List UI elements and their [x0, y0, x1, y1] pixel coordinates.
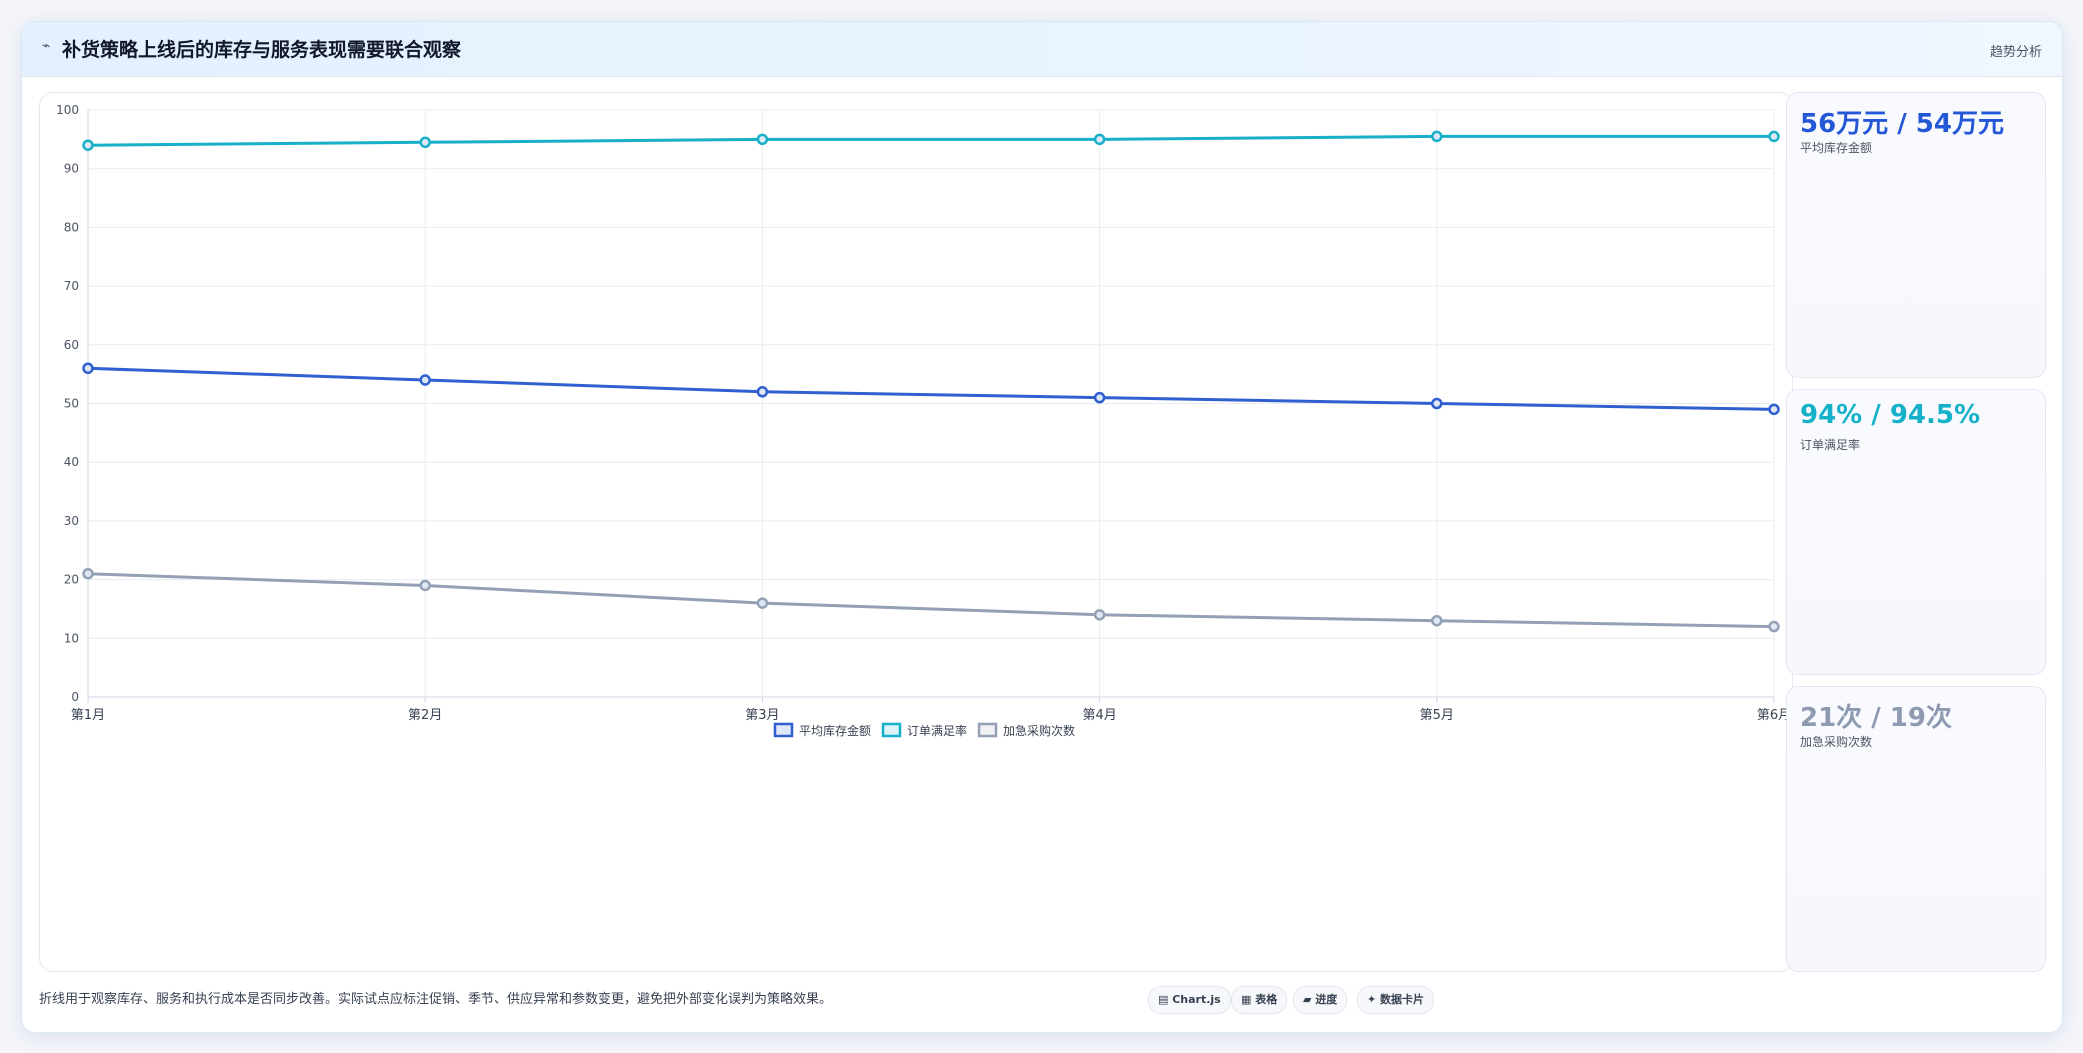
line-chart: 0 10 20 30 40 50 60 70 80 90 100 第1月 第2月 第3月 第4月 第5月 第6月…: [56, 103, 1791, 738]
y-tick-label: 70: [64, 279, 79, 293]
y-tick-label: 80: [64, 220, 79, 234]
data-point: [1768, 403, 1780, 416]
data-point: [1431, 130, 1443, 143]
data-point: [419, 374, 431, 386]
data-card-pill[interactable]: ✦ 数据卡片: [1357, 986, 1435, 1014]
x-tick-label: 第3月: [745, 708, 779, 723]
data-point: [1768, 130, 1780, 143]
kpi-label: 订单满足率: [1800, 438, 1861, 452]
y-tick-label: 90: [64, 162, 79, 176]
y-tick-label: 0: [71, 690, 79, 704]
series-line-1: [87, 366, 1775, 411]
x-tick-label: 第4月: [1082, 708, 1116, 723]
kpi-card-inventory: 56万元 / 54万元 平均库存金额: [1786, 92, 2046, 378]
section-tag: 趋势分析: [1989, 45, 2042, 60]
legend-swatch: [881, 722, 902, 738]
legend-swatch: [977, 722, 998, 738]
y-tick-label: 10: [64, 631, 79, 645]
y-tick-label: 30: [64, 514, 79, 528]
kpi-value: 94% / 94.5%: [1800, 400, 1981, 430]
card-header: ⌁ 补货策略上线后的库存与服务表现需要联合观察 趋势分析: [22, 22, 2062, 77]
series-line-3: [87, 572, 1775, 629]
data-point: [82, 139, 94, 151]
data-point: [756, 133, 769, 146]
data-point: [1093, 391, 1106, 404]
legend-label: 订单满足率: [907, 723, 967, 738]
table-pill[interactable]: ▦ 表格: [1231, 986, 1288, 1014]
chart-panel: 0 10 20 30 40 50 60 70 80 90 100 第1月 第2月 第3月 第4月 第5月 第6月…: [39, 92, 1793, 972]
kpi-label: 平均库存金额: [1800, 141, 1873, 155]
data-point: [1093, 609, 1106, 621]
x-tick-label: 第5月: [1420, 708, 1454, 723]
data-point: [1431, 614, 1443, 627]
legend-label: 加急采购次数: [1003, 723, 1075, 738]
progress-pill[interactable]: ▰ 进度: [1293, 986, 1348, 1014]
kpi-card-expedite: 21次 / 19次 加急采购次数: [1786, 686, 2046, 972]
footer-note: 折线用于观察库存、服务和执行成本是否同步改善。实际试点应标注促销、季节、供应异常…: [39, 992, 833, 1007]
kpi-card-fill-rate: 94% / 94.5% 订单满足率: [1786, 389, 2046, 675]
data-point: [419, 136, 431, 149]
page-title: 补货策略上线后的库存与服务表现需要联合观察: [62, 39, 462, 61]
x-tick-label: 第2月: [408, 708, 442, 723]
y-tick-label: 40: [64, 455, 79, 469]
chartjs-pill[interactable]: ▤ Chart.js: [1148, 986, 1231, 1014]
data-point: [1093, 133, 1106, 146]
kpi-value: 56万元 / 54万元: [1800, 109, 2004, 139]
x-tick-label: 第1月: [71, 708, 105, 723]
data-point: [756, 386, 769, 398]
y-tick-label: 50: [64, 397, 79, 411]
legend-swatch: [773, 722, 794, 738]
data-point: [419, 579, 431, 592]
data-point: [756, 597, 769, 609]
kpi-value: 21次 / 19次: [1800, 703, 1952, 733]
x-tick-label: 第6月: [1757, 708, 1791, 723]
y-tick-label: 20: [64, 573, 79, 587]
data-point: [82, 567, 94, 580]
series-line-2: [87, 134, 1774, 147]
data-point: [1768, 620, 1780, 633]
data-point: [1431, 397, 1443, 410]
y-tick-label: 100: [56, 103, 79, 117]
data-point: [82, 362, 94, 375]
kpi-label: 加急采购次数: [1800, 735, 1873, 749]
legend-label: 平均库存金额: [799, 723, 871, 738]
dashboard-card: ⌁ 补货策略上线后的库存与服务表现需要联合观察 趋势分析 0 10 20 30 40 50…: [21, 21, 2063, 1033]
y-tick-label: 60: [64, 338, 79, 352]
trend-icon: ⌁: [42, 38, 51, 54]
